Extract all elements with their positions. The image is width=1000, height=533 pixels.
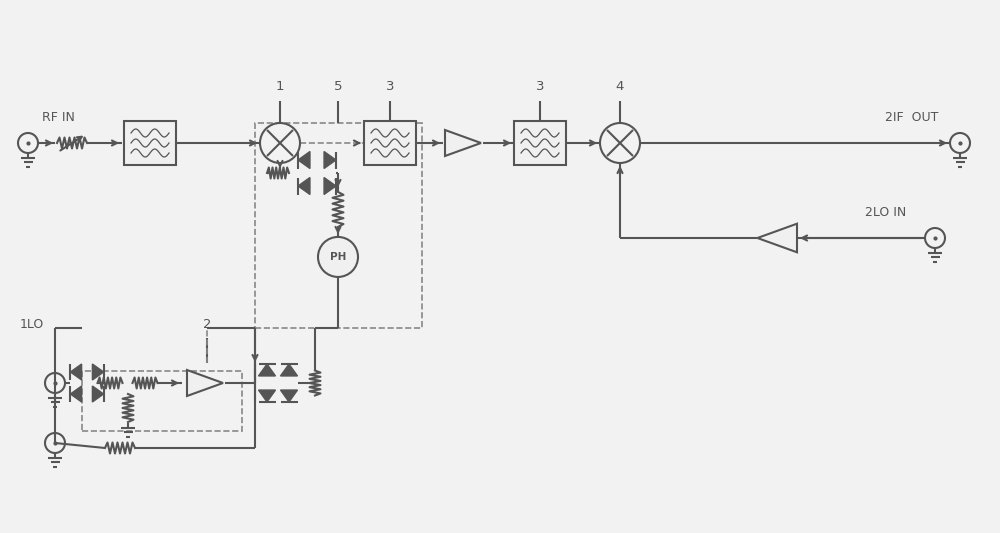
Text: RF IN: RF IN [42,111,75,124]
Text: 2: 2 [203,318,211,331]
Polygon shape [445,130,481,156]
Polygon shape [187,370,223,396]
Text: 1LO: 1LO [20,318,44,331]
Polygon shape [70,386,82,402]
Bar [364,121,416,165]
Polygon shape [298,151,310,168]
Polygon shape [70,364,82,380]
Polygon shape [324,177,336,195]
Bar [255,123,422,328]
Bar [514,121,566,165]
Polygon shape [298,177,310,195]
Text: 2IF  OUT: 2IF OUT [885,111,938,124]
Circle shape [318,237,358,277]
Bar [124,121,176,165]
Polygon shape [258,390,276,402]
Text: 1: 1 [276,80,284,93]
Polygon shape [280,364,298,376]
Text: 3: 3 [386,80,394,93]
Polygon shape [757,224,797,252]
Polygon shape [258,364,276,376]
Polygon shape [92,386,104,402]
Polygon shape [280,390,298,402]
Text: PH: PH [330,252,346,262]
Text: 2LO IN: 2LO IN [865,206,906,219]
Text: 5: 5 [334,80,342,93]
Polygon shape [324,151,336,168]
Polygon shape [92,364,104,380]
Text: 3: 3 [536,80,544,93]
Bar [82,371,242,431]
Text: 4: 4 [616,80,624,93]
